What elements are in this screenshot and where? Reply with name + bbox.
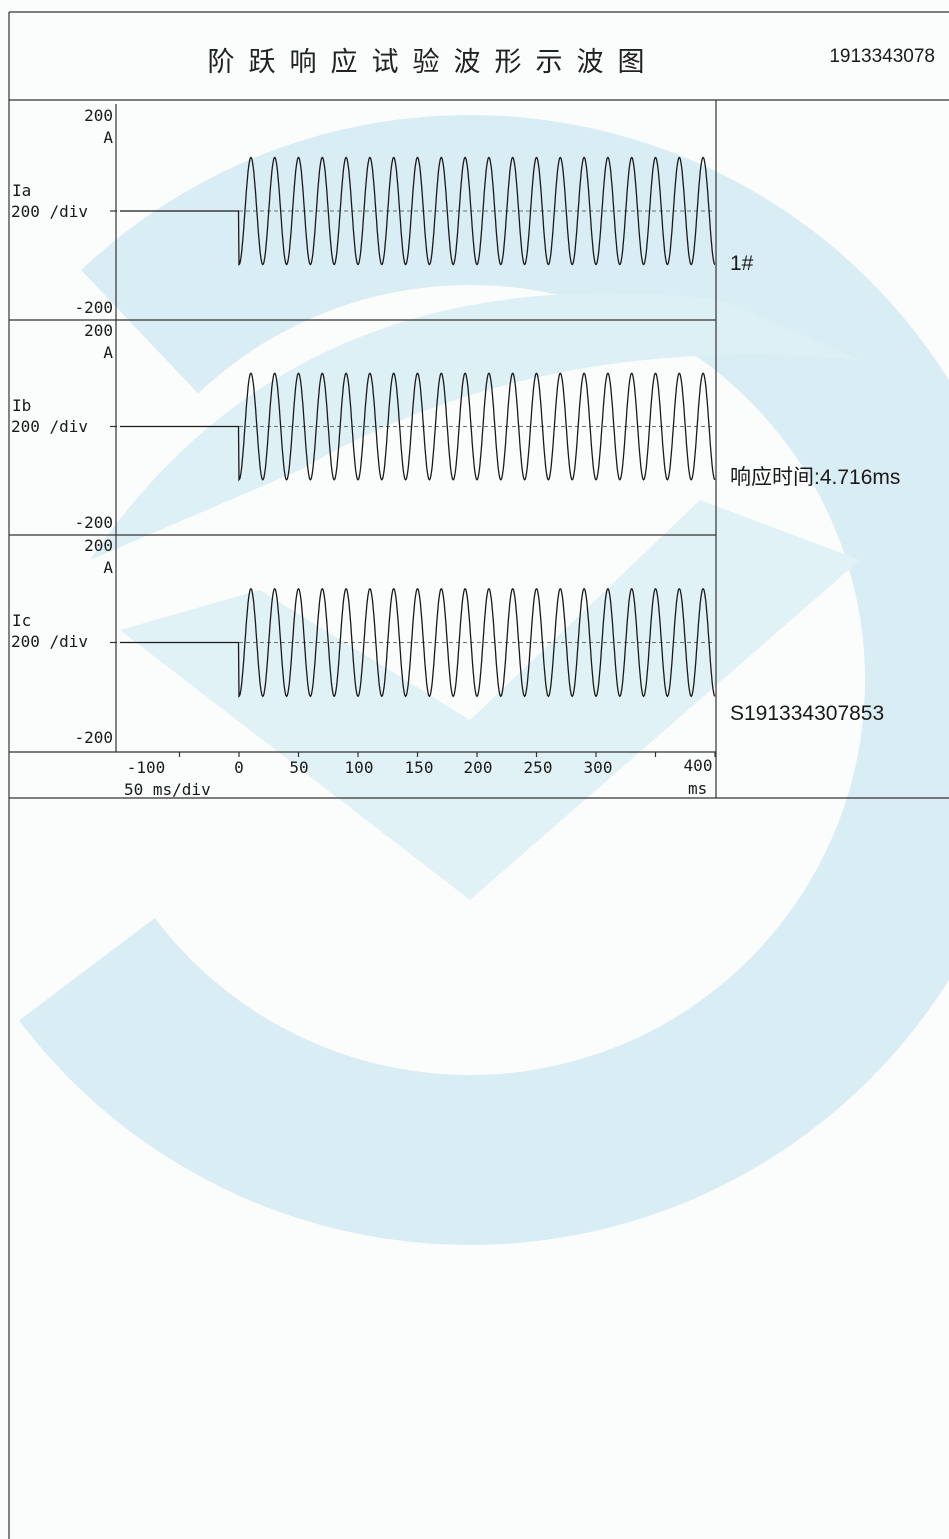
ia-y-bottom-label: -200 xyxy=(74,298,113,317)
ic-scale-label: 200 /div xyxy=(11,632,89,651)
x-tick-label: 0 xyxy=(234,758,244,777)
x-tick-label: 400 xyxy=(683,756,713,775)
ia-waveform xyxy=(120,156,716,266)
page-title: 阶跃响应试验波形示波图 xyxy=(207,47,659,78)
ib-series-label: Ib xyxy=(12,396,32,415)
ic-series-label: Ic xyxy=(12,611,32,630)
ic-y-unit-label: A xyxy=(103,558,113,577)
x-tick-label: 300 xyxy=(583,758,613,777)
x-tick-label: -100 xyxy=(126,758,166,777)
ib-y-bottom-label: -200 xyxy=(74,513,113,532)
x-unit-label: ms xyxy=(688,779,708,798)
x-tick-label: 50 xyxy=(289,758,309,777)
ib-y-top-label: 200 xyxy=(84,321,113,340)
x-tick-label: 250 xyxy=(523,758,553,777)
ia-series-label: Ia xyxy=(12,181,32,200)
ia-y-unit-label: A xyxy=(103,128,113,147)
ic-y-bottom-label: -200 xyxy=(74,728,113,747)
ia-scale-label: 200 /div xyxy=(11,202,89,221)
ib-waveform xyxy=(120,372,716,482)
x-scale-label: 50 ms/div xyxy=(124,780,211,799)
ib-y-unit-label: A xyxy=(103,343,113,362)
response-time-label: 响应时间:4.716ms xyxy=(730,466,901,489)
x-tick-label: 200 xyxy=(463,758,493,777)
device-label: 1# xyxy=(730,252,754,275)
ic-waveform xyxy=(120,587,716,698)
ib-scale-label: 200 /div xyxy=(11,417,89,436)
x-tick-label: 100 xyxy=(344,758,374,777)
document-number: 1913343078 xyxy=(829,46,935,67)
ia-y-top-label: 200 xyxy=(84,106,113,125)
serial-number-label: S191334307853 xyxy=(730,702,885,725)
ic-y-top-label: 200 xyxy=(84,536,113,555)
x-tick-label: 150 xyxy=(404,758,434,777)
